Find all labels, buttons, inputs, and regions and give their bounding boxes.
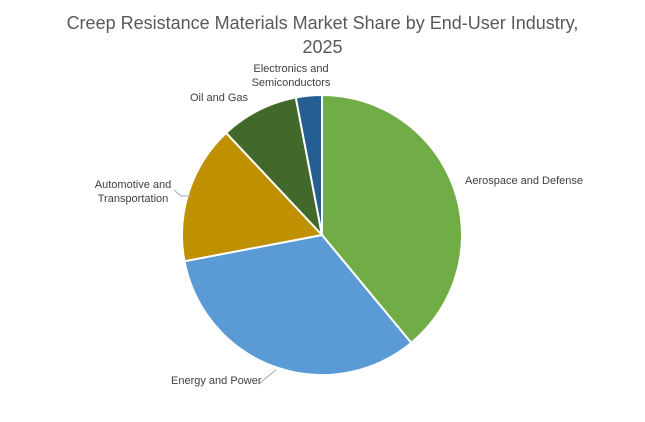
slice-label-0: Aerospace and Defense xyxy=(465,175,583,187)
slice-label-3: Oil and Gas xyxy=(190,92,249,104)
slice-label-4: Electronics and Semiconductors xyxy=(252,63,331,89)
chart-title-line-1: Creep Resistance Materials Market Share … xyxy=(66,13,579,33)
slice-label-1: Energy and Power xyxy=(171,375,262,387)
slice-label-2: Automotive and Transportation xyxy=(95,179,171,205)
chart-title: Creep Resistance Materials Market Share … xyxy=(0,11,645,59)
pie-slice-0 xyxy=(321,93,463,345)
leader-line-2 xyxy=(173,189,191,197)
pie-slice-2 xyxy=(181,131,324,263)
pie-slice-3 xyxy=(224,96,324,239)
pie-slice-4 xyxy=(294,93,323,236)
pie-slice-1 xyxy=(183,233,413,376)
leader-line-1 xyxy=(258,369,277,385)
chart-title-line-2: 2025 xyxy=(302,37,343,57)
